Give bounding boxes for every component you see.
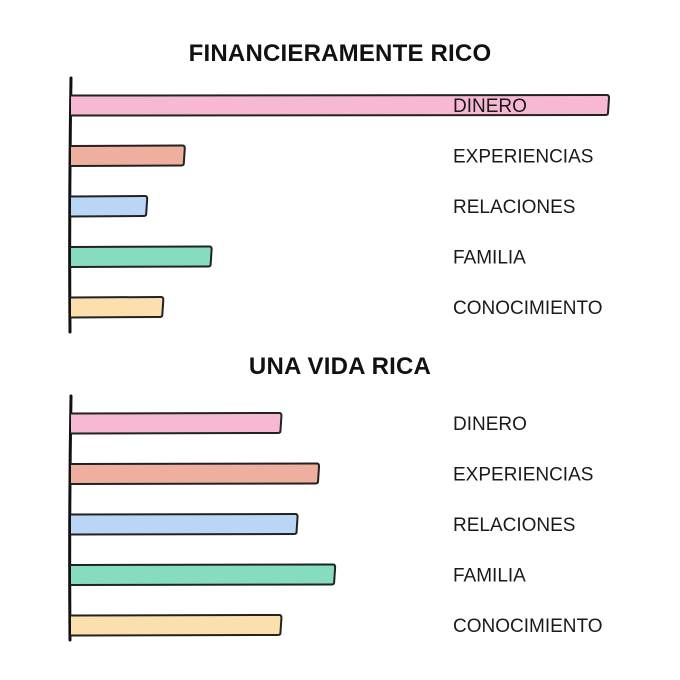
category-label: RELACIONES <box>453 197 575 218</box>
bar-chart-svg: DINERO EXPERIENCIAS RELACIONES FAMILIA CONOC… <box>68 394 603 642</box>
bar-conocimiento <box>70 296 165 319</box>
bar-dinero <box>70 412 283 435</box>
category-label: RELACIONES <box>453 515 575 536</box>
bar-familia <box>70 245 213 268</box>
category-label: DINERO <box>453 414 527 435</box>
category-label: EXPERIENCIAS <box>453 465 593 486</box>
category-label: FAMILIA <box>453 566 526 587</box>
bar-familia <box>70 563 337 586</box>
bar-relaciones <box>70 513 299 536</box>
y-axis-line <box>68 76 73 334</box>
category-label: FAMILIA <box>453 248 526 269</box>
bar-dinero <box>70 94 610 117</box>
chart-title: UNA VIDA RICA <box>248 353 432 380</box>
bar-relaciones <box>70 195 149 218</box>
bar-chart-svg: DINERO EXPERIENCIAS RELACIONES FAMILIA CONOC… <box>68 76 610 334</box>
chart-una-vida-rica: UNA VIDA RICA DINERO EXPERIENCIAS RELACION… <box>0 345 680 680</box>
chart-financieramente-rico: FINANCIERAMENTE RICO DINERO EXPERIENCIAS R… <box>68 40 610 334</box>
chart-title: FINANCIERAMENTE RICO <box>188 40 492 67</box>
category-label: CONOCIMIENTO <box>453 616 603 637</box>
bar-conocimiento <box>70 614 283 637</box>
y-axis-line <box>68 394 73 642</box>
bar-experiencias <box>70 144 186 167</box>
bar-experiencias <box>70 462 321 485</box>
category-label: EXPERIENCIAS <box>453 147 593 168</box>
category-label: DINERO <box>453 96 527 117</box>
category-label: CONOCIMIENTO <box>453 298 603 319</box>
